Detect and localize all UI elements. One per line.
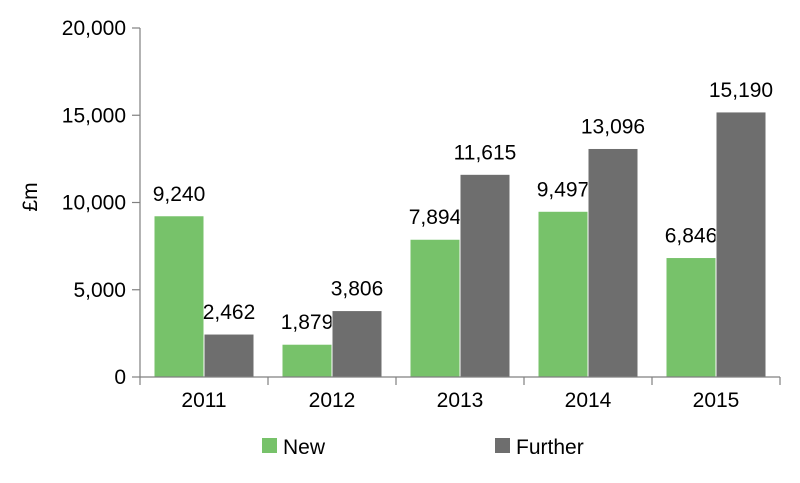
x-tick-label-2012: 2012 <box>309 389 356 412</box>
bar-new-2012 <box>281 343 333 378</box>
data-label-further-2013: 11,615 <box>454 141 517 164</box>
legend: New Further <box>262 436 584 459</box>
x-tick-label-2015: 2015 <box>693 389 740 412</box>
data-label-further-2012: 3,806 <box>331 278 384 301</box>
data-label-new-2012: 1,879 <box>281 311 334 334</box>
bar-further-2011 <box>203 333 255 378</box>
y-axis-title: £m <box>19 182 42 211</box>
y-tick-label: 0 <box>114 366 126 389</box>
x-tick-label-2011: 2011 <box>181 389 226 412</box>
bar-new-2015 <box>665 257 717 378</box>
legend-label-further: Further <box>516 436 584 459</box>
bar-further-2014 <box>587 147 639 378</box>
y-tick-label: 15,000 <box>62 104 126 127</box>
bar-further-2013 <box>459 173 511 378</box>
x-tick-label-2013: 2013 <box>437 389 484 412</box>
data-label-new-2015: 6,846 <box>665 225 718 248</box>
y-tick-label: 20,000 <box>62 17 126 40</box>
plot-area: 9,240 2,462 1,879 3,806 7,894 11,615 9,497 13,0… <box>62 17 781 412</box>
legend-swatch-new <box>262 438 277 453</box>
bar-new-2014 <box>537 210 589 378</box>
legend-swatch-further <box>495 438 510 453</box>
data-label-new-2011: 9,240 <box>153 183 206 206</box>
x-tick-label-2014: 2014 <box>565 389 612 412</box>
bar-new-2011 <box>153 215 205 378</box>
y-tick-label: 10,000 <box>62 192 126 215</box>
data-label-new-2013: 7,894 <box>409 206 462 229</box>
y-tick-label: 5,000 <box>73 279 126 302</box>
legend-label-new: New <box>283 436 326 459</box>
bar-new-2013 <box>409 238 461 378</box>
data-label-new-2014: 9,497 <box>537 178 590 201</box>
bar-further-2012 <box>331 310 383 378</box>
bar-further-2015 <box>715 111 767 378</box>
data-label-further-2014: 13,096 <box>581 115 645 138</box>
data-label-further-2015: 15,190 <box>709 79 773 102</box>
data-label-further-2011: 2,462 <box>203 301 256 324</box>
